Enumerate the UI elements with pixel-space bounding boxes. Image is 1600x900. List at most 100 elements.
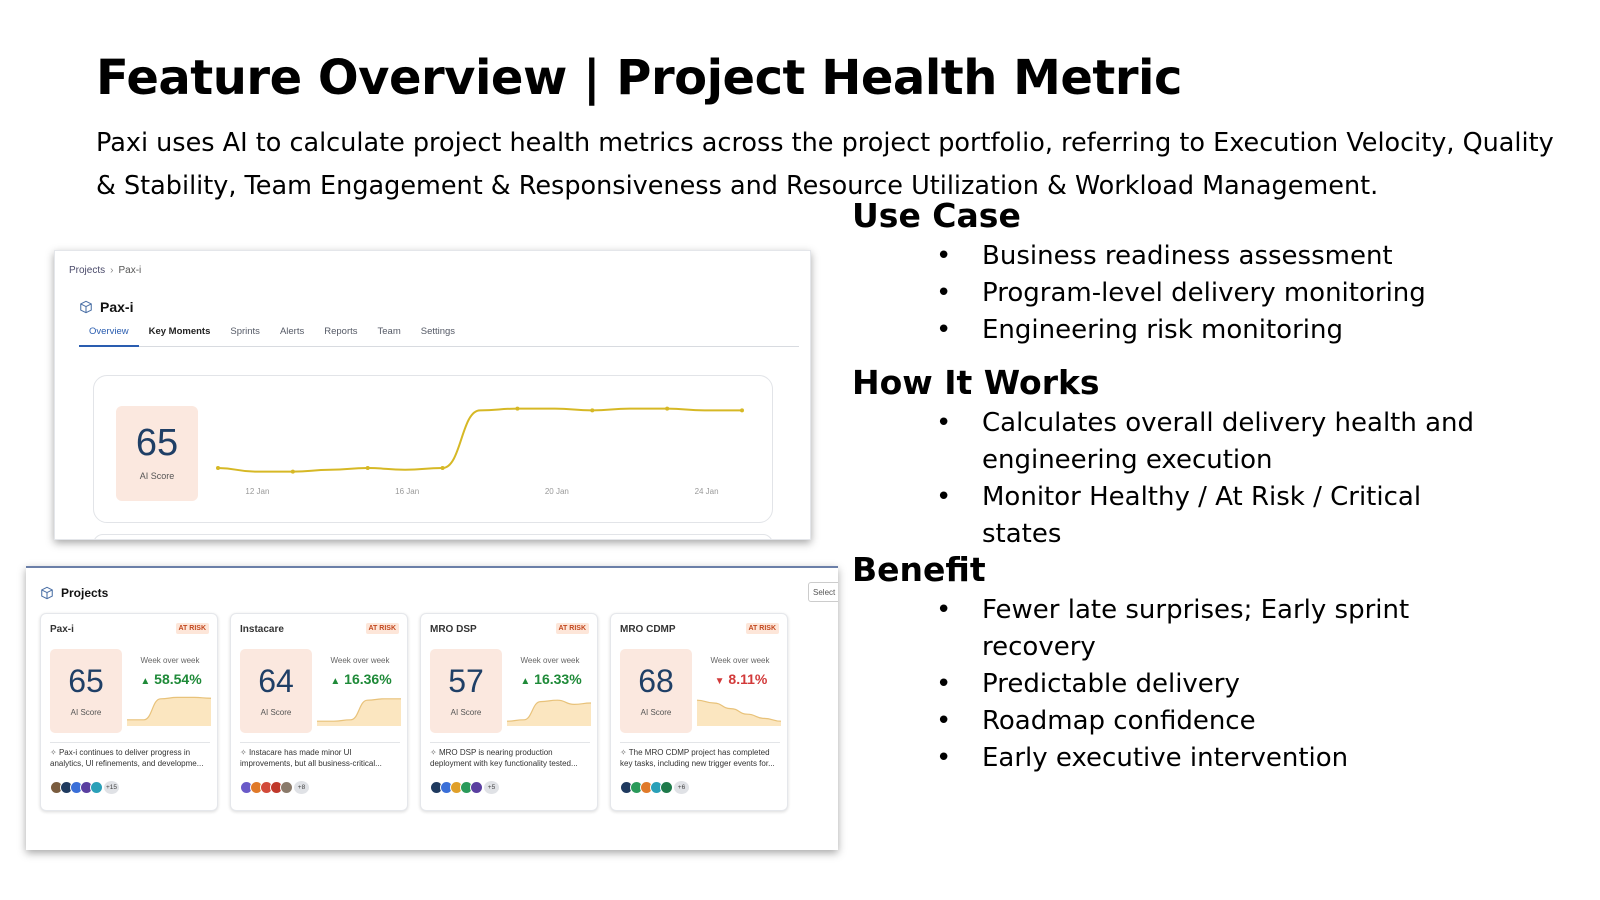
team-avatars: +15 [50, 781, 119, 794]
sparkline-line [317, 698, 401, 722]
ai-summary: ✧ Instacare has made minor UI improvemen… [240, 747, 402, 769]
breadcrumb-projects-link[interactable]: Projects [69, 265, 106, 276]
ai-summary-text: The MRO CDMP project has completed key t… [620, 748, 775, 768]
projects-heading: Projects [61, 586, 109, 600]
how-it-works-item: Calculates overall delivery health and e… [936, 405, 1476, 479]
status-badge: AT RISK [745, 623, 779, 634]
project-name: Pax-i [100, 299, 134, 315]
more-members-count[interactable]: +15 [104, 781, 119, 794]
avatar[interactable] [470, 781, 483, 794]
projects-header: Projects [40, 586, 108, 600]
ai-summary: ✧ Pax-i continues to deliver progress in… [50, 747, 212, 769]
x-tick-label: 20 Jan [545, 487, 569, 496]
project-title: Pax-i [79, 299, 133, 315]
sparkle-icon: ✧ [430, 748, 439, 757]
change-value: 16.36% [344, 671, 392, 687]
chevron-right-icon: › [110, 265, 114, 276]
ai-score-value: 68 [638, 663, 674, 699]
benefit-list: Fewer late surprises; Early sprint recov… [936, 592, 1436, 777]
tab-overview[interactable]: Overview [79, 323, 139, 347]
sparkle-icon: ✧ [50, 748, 59, 757]
sparkline-area [697, 700, 781, 726]
use-case-list: Business readiness assessment Program-le… [936, 238, 1496, 349]
team-avatars: +5 [430, 781, 499, 794]
divider [620, 742, 780, 743]
sparkle-icon: ✧ [240, 748, 249, 757]
change-value: 58.54% [154, 671, 202, 687]
week-over-week-label: Week over week [710, 656, 770, 665]
how-it-works-heading: How It Works [852, 363, 1100, 402]
tab-reports[interactable]: Reports [324, 326, 358, 337]
avatar[interactable] [90, 781, 103, 794]
avatar[interactable] [660, 781, 673, 794]
team-avatars: +8 [240, 781, 309, 794]
project-tabs: Overview Key Moments Sprints Alerts Repo… [79, 323, 799, 347]
trend-point [216, 466, 220, 470]
ai-score-label: AI Score [139, 471, 175, 481]
more-members-count[interactable]: +5 [484, 781, 499, 794]
ai-score-label: AI Score [450, 708, 482, 717]
ai-summary: ✧ MRO DSP is nearing production deployme… [430, 747, 592, 769]
status-badge: AT RISK [175, 623, 209, 634]
ai-score-trend-chart: 12 Jan 16 Jan 20 Jan 24 Jan [216, 406, 744, 496]
trend-point [665, 406, 670, 411]
benefit-item: Fewer late surprises; Early sprint recov… [936, 592, 1436, 666]
project-card[interactable]: MRO DSP AT RISK 57 AI Score Week over we… [420, 613, 598, 811]
tab-team[interactable]: Team [377, 326, 401, 337]
more-members-count[interactable]: +8 [294, 781, 309, 794]
project-overview-screenshot: Projects › Pax-i Pax-i Overview Key Moment… [54, 250, 811, 540]
ai-score-value: 57 [448, 663, 484, 699]
trend-point [365, 466, 370, 470]
how-it-works-list: Calculates overall delivery health and e… [936, 405, 1476, 553]
ai-score-chart-card: 65 AI Score 12 Jan 16 Jan 20 Jan 24 Jan [93, 375, 773, 523]
project-card[interactable]: MRO CDMP AT RISK 68 AI Score Week over w… [610, 613, 788, 811]
tab-sprints[interactable]: Sprints [230, 326, 260, 337]
sparkline-line [507, 699, 591, 722]
cube-icon [80, 300, 92, 314]
trend-sparkline [507, 699, 591, 726]
sparkline-area [317, 698, 401, 726]
ai-score-label: AI Score [640, 708, 672, 717]
divider [430, 742, 590, 743]
week-over-week-change: ▼ 8.11% [699, 671, 783, 687]
ai-summary: ✧ The MRO CDMP project has completed key… [620, 747, 782, 769]
select-button[interactable]: Select [808, 582, 838, 602]
ai-summary-text: Instacare has made minor UI improvements… [240, 748, 382, 768]
sparkline-line [697, 699, 781, 722]
sparkline-area [507, 700, 591, 726]
triangle-up-icon: ▲ [520, 676, 531, 687]
change-value: 8.11% [728, 671, 768, 687]
more-members-count[interactable]: +6 [674, 781, 689, 794]
trend-sparkline [697, 699, 781, 726]
tab-key-moments[interactable]: Key Moments [148, 326, 211, 337]
x-tick-label: 24 Jan [695, 487, 719, 496]
projects-list-screenshot: Projects Select Pax-i AT RISK 65 AI Scor… [26, 566, 838, 850]
ai-score-label: AI Score [260, 708, 292, 717]
how-it-works-item: Monitor Healthy / At Risk / Critical sta… [936, 479, 1476, 553]
divider [240, 742, 400, 743]
use-case-heading: Use Case [852, 196, 1021, 235]
benefit-item: Roadmap confidence [936, 703, 1436, 740]
x-tick-label: 16 Jan [395, 487, 419, 496]
use-case-item: Program-level delivery monitoring [936, 275, 1496, 312]
trend-point [290, 469, 295, 474]
project-card[interactable]: Pax-i AT RISK 65 AI Score Week over week… [40, 613, 218, 811]
project-card-name: Pax-i [50, 624, 74, 635]
week-over-week-change: ▲ 58.54% [129, 671, 213, 687]
tab-settings[interactable]: Settings [420, 326, 456, 337]
cube-icon [41, 586, 53, 600]
ai-score-box: 65 AI Score [50, 649, 122, 733]
trend-line [217, 407, 742, 473]
project-card[interactable]: Instacare AT RISK 64 AI Score Week over … [230, 613, 408, 811]
tab-alerts[interactable]: Alerts [279, 326, 305, 337]
avatar[interactable] [280, 781, 293, 794]
benefit-heading: Benefit [852, 550, 986, 589]
triangle-down-icon: ▼ [714, 676, 725, 687]
sparkline-line [127, 696, 211, 721]
week-over-week-change: ▲ 16.33% [509, 671, 593, 687]
ai-score-box: 64 AI Score [240, 649, 312, 733]
use-case-item: Business readiness assessment [936, 238, 1496, 275]
next-card-edge [93, 534, 773, 539]
trend-point [440, 466, 445, 470]
ai-score-box: 65 AI Score [116, 406, 198, 501]
